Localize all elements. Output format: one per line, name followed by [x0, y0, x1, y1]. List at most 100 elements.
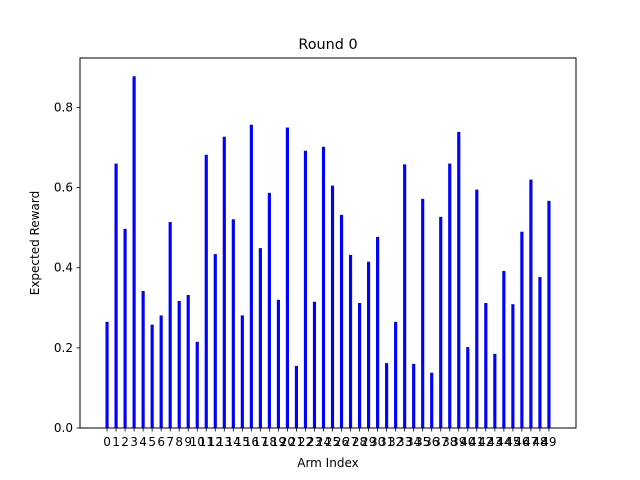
bar-arm-11 — [204, 154, 208, 428]
x-tick-label: 37 — [433, 435, 448, 449]
x-tick-label: 10 — [190, 435, 205, 449]
x-tick-label: 39 — [451, 435, 466, 449]
bar-arm-19 — [276, 299, 280, 428]
bar-arm-12 — [213, 254, 217, 428]
x-tick-label: 35 — [415, 435, 430, 449]
bar-arm-49 — [547, 200, 551, 428]
bar-arm-35 — [421, 198, 425, 428]
chart-title: Round 0 — [298, 37, 357, 53]
bar-arm-30 — [376, 236, 380, 428]
bar-arm-31 — [385, 363, 389, 428]
bar-arm-45 — [511, 304, 515, 428]
x-tick-label: 0 — [103, 435, 111, 449]
bar-arm-34 — [412, 363, 416, 428]
x-tick-label: 8 — [175, 435, 183, 449]
x-tick-label: 28 — [352, 435, 367, 449]
x-tick-label: 16 — [244, 435, 259, 449]
bar-arm-28 — [357, 302, 362, 428]
y-tick-label: 0.4 — [54, 261, 73, 275]
x-tick-label: 47 — [523, 435, 538, 449]
bar-arm-15 — [240, 315, 244, 428]
bar-arm-1 — [114, 163, 118, 428]
x-tick-label: 1 — [112, 435, 120, 449]
x-tick-label: 46 — [514, 435, 529, 449]
x-tick-label: 48 — [532, 435, 547, 449]
x-tick-label: 29 — [361, 435, 376, 449]
plot-frame — [79, 57, 577, 429]
x-tick-label: 24 — [316, 435, 331, 449]
x-tick-label: 11 — [199, 435, 214, 449]
bar-arm-9 — [186, 294, 190, 428]
bar-arm-41 — [475, 189, 479, 428]
x-tick-label: 21 — [289, 435, 304, 449]
x-tick-label: 3 — [130, 435, 138, 449]
x-tick-label: 18 — [262, 435, 277, 449]
bar-arm-16 — [249, 124, 253, 428]
x-tick-label: 38 — [442, 435, 457, 449]
bar-arm-18 — [267, 192, 271, 428]
bar-arm-23 — [312, 301, 317, 428]
bar-arm-4 — [141, 290, 145, 428]
x-tick-label: 20 — [280, 435, 295, 449]
bar-arm-26 — [339, 214, 344, 428]
bar-arm-7 — [168, 222, 172, 428]
bar-arm-37 — [439, 216, 443, 428]
x-tick-label: 9 — [184, 435, 192, 449]
x-tick-label: 19 — [271, 435, 286, 449]
bar-arm-13 — [222, 136, 226, 428]
x-tick-label: 2 — [121, 435, 129, 449]
bar-arm-36 — [430, 372, 434, 428]
bar-arm-2 — [123, 228, 127, 428]
x-tick-label: 22 — [298, 435, 313, 449]
bar-arm-6 — [159, 315, 163, 428]
x-tick-label: 25 — [325, 435, 340, 449]
bar-arm-47 — [529, 179, 533, 428]
bar-arm-3 — [132, 76, 136, 429]
x-tick-label: 33 — [397, 435, 412, 449]
y-axis-label: Expected Reward — [28, 191, 42, 296]
bar-arm-8 — [177, 300, 181, 428]
bar-arm-32 — [394, 321, 398, 428]
bar-arm-40 — [466, 347, 470, 428]
bar-arm-5 — [150, 324, 154, 428]
bar-arm-22 — [303, 150, 308, 428]
y-tick-label: 0.2 — [54, 341, 73, 355]
bar-arm-29 — [367, 261, 371, 428]
x-tick-label: 36 — [424, 435, 439, 449]
x-tick-label: 42 — [478, 435, 493, 449]
bar-arm-27 — [348, 254, 353, 428]
x-tick-label: 23 — [307, 435, 322, 449]
x-tick-label: 40 — [460, 435, 475, 449]
x-axis-ticks: 0 1 2 3 4 5 6 7 8 9101112131415161718192021222324… — [103, 428, 557, 449]
bar-arm-20 — [285, 127, 289, 428]
bar-arm-14 — [231, 219, 235, 428]
bars-group — [105, 76, 551, 429]
x-tick-label: 14 — [226, 435, 241, 449]
x-tick-label: 30 — [370, 435, 385, 449]
x-tick-label: 15 — [235, 435, 250, 449]
x-tick-label: 5 — [148, 435, 156, 449]
x-tick-label: 32 — [388, 435, 403, 449]
x-tick-label: 49 — [541, 435, 556, 449]
y-tick-label: 0.8 — [54, 100, 73, 114]
y-tick-label: 0.6 — [54, 181, 73, 195]
bar-arm-38 — [448, 163, 452, 428]
x-tick-label: 17 — [253, 435, 268, 449]
x-tick-label: 13 — [217, 435, 232, 449]
x-tick-label: 44 — [496, 435, 511, 449]
y-tick-label: 0.0 — [54, 421, 73, 435]
bar-arm-17 — [258, 248, 262, 428]
x-tick-label: 12 — [208, 435, 223, 449]
bar-arm-33 — [403, 164, 407, 428]
bar-arm-10 — [195, 341, 199, 428]
bar-arm-44 — [502, 270, 506, 428]
x-tick-label: 6 — [157, 435, 165, 449]
bar-arm-21 — [294, 365, 299, 428]
bar-arm-42 — [484, 302, 488, 428]
x-axis-label: Arm Index — [297, 456, 358, 470]
x-tick-label: 31 — [379, 435, 394, 449]
bar-arm-48 — [538, 276, 542, 428]
bar-arm-24 — [321, 146, 326, 429]
